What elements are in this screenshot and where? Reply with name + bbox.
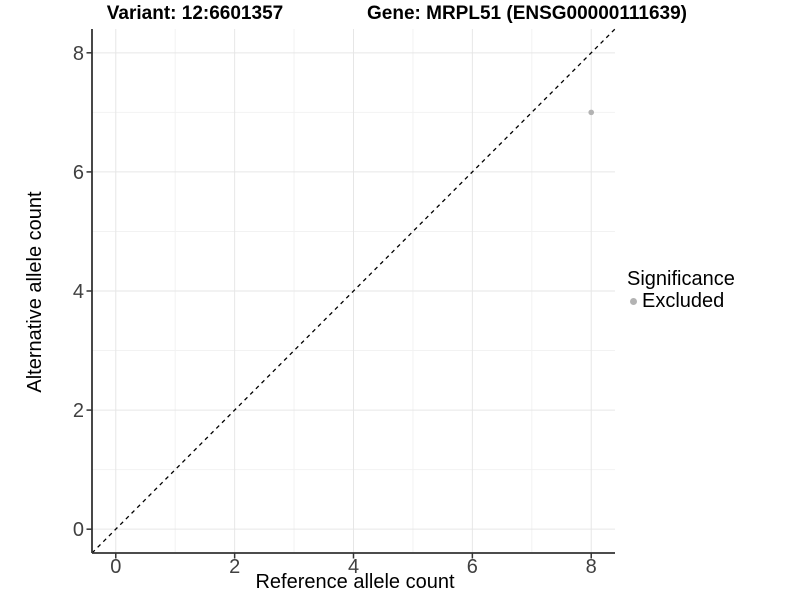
- x-tick-label: 0: [110, 556, 121, 578]
- identity-line: [91, 28, 616, 554]
- gene-title: Gene: MRPL51 (ENSG00000111639): [367, 3, 688, 24]
- legend-point-icon: [630, 297, 637, 305]
- y-tick-label: 0: [73, 519, 84, 541]
- legend-label: Excluded: [642, 290, 725, 312]
- y-tick-label: 2: [73, 400, 84, 422]
- y-tick-label: 6: [73, 162, 84, 184]
- y-tick-label: 4: [73, 281, 84, 303]
- legend-title: Significance: [627, 268, 735, 290]
- x-tick-label: 4: [348, 556, 359, 578]
- x-axis-title: Reference allele count: [255, 571, 455, 593]
- legend-item-excluded: Excluded: [627, 290, 735, 312]
- x-tick-label: 6: [467, 556, 478, 578]
- variant-title: Variant: 12:6601357: [106, 3, 284, 24]
- y-axis-title: Alternative allele count: [24, 191, 46, 393]
- y-tick-label: 8: [73, 43, 84, 65]
- data-point: [588, 109, 595, 116]
- x-tick-label: 8: [586, 556, 597, 578]
- legend: Significance Excluded: [627, 268, 735, 312]
- x-tick-label: 2: [229, 556, 240, 578]
